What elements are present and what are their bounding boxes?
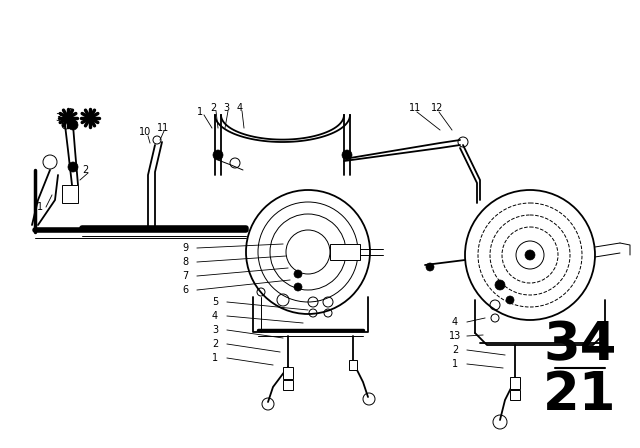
Text: 1: 1 [197,107,203,117]
Text: 3: 3 [223,103,229,113]
Circle shape [68,120,78,130]
Text: 34: 34 [543,319,617,371]
Bar [283,367,293,379]
Text: 1: 1 [37,202,43,212]
Bar [283,380,293,390]
Text: 1: 1 [452,359,458,369]
Circle shape [525,250,535,260]
Text: 6: 6 [182,285,188,295]
Text: 3: 3 [55,113,61,123]
Text: 8: 8 [182,257,188,267]
Circle shape [342,150,352,160]
Text: 21: 21 [543,369,617,421]
Bar [510,390,520,400]
Text: 1: 1 [212,353,218,363]
Text: 4: 4 [237,103,243,113]
Circle shape [213,150,223,160]
Text: 10: 10 [139,127,151,137]
Text: 2: 2 [82,165,88,175]
Text: 11: 11 [409,103,421,113]
Text: 13: 13 [449,331,461,341]
Text: 9: 9 [182,243,188,253]
Circle shape [495,280,505,290]
Text: 5: 5 [212,297,218,307]
Circle shape [294,283,302,291]
Circle shape [506,296,514,304]
Circle shape [426,263,434,271]
Text: 12: 12 [431,103,443,113]
Text: 4: 4 [452,317,458,327]
Text: 4: 4 [212,311,218,321]
Text: 2: 2 [452,345,458,355]
Text: 4: 4 [67,108,73,118]
Circle shape [68,162,78,172]
Text: 7: 7 [182,271,188,281]
Circle shape [294,270,302,278]
Text: 3: 3 [212,325,218,335]
Bar [330,244,360,260]
Text: 2: 2 [212,339,218,349]
Text: 11: 11 [157,123,169,133]
Bar [349,360,357,370]
Bar [510,377,520,389]
Text: 2: 2 [210,103,216,113]
Bar [62,185,78,203]
